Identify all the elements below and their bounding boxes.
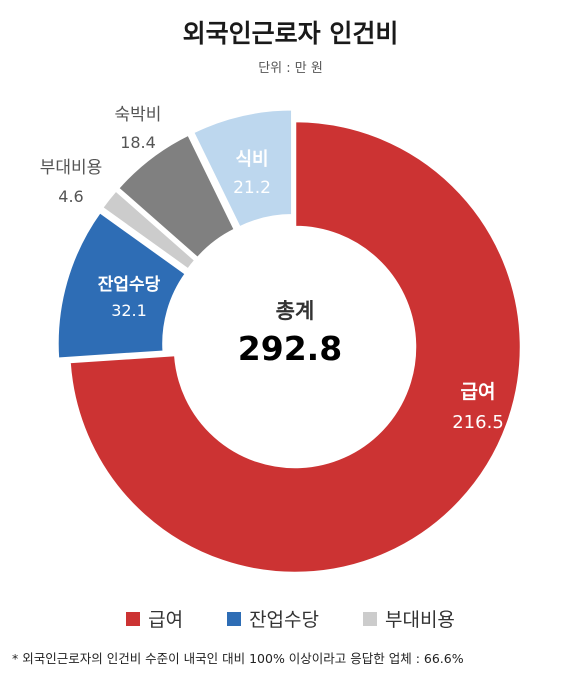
legend-item-3: 부대비용 bbox=[362, 605, 455, 632]
legend-label-3: 부대비용 bbox=[384, 609, 455, 631]
legend-swatch-3 bbox=[362, 611, 377, 626]
chart-legend: 급여 잔업수당 부대비용 bbox=[0, 605, 581, 632]
legend-item-1: 급여 bbox=[126, 605, 183, 632]
slice-label-1: 급여 bbox=[461, 381, 496, 403]
slice-3 bbox=[100, 188, 198, 272]
slice-value-5: 21.2 bbox=[233, 178, 271, 198]
chart-subtitle: 단위 : 만 원 bbox=[258, 61, 323, 76]
legend-swatch-2 bbox=[227, 611, 242, 626]
legend-swatch-1 bbox=[126, 611, 141, 626]
slice-4 bbox=[116, 132, 237, 261]
slice-1 bbox=[68, 119, 523, 575]
donut-chart: 급여 216.5 잔업수당 32.1 부대비용 4.6 숙박비 18.4 식비 21.2 총계 292… bbox=[40, 105, 523, 575]
slice-value-3: 4.6 bbox=[58, 187, 83, 206]
slice-value-2: 32.1 bbox=[111, 301, 147, 320]
slice-value-1: 216.5 bbox=[452, 412, 504, 433]
slice-label-4: 숙박비 bbox=[115, 105, 162, 125]
slice-label-2: 잔업수당 bbox=[98, 275, 161, 295]
slice-label-3: 부대비용 bbox=[40, 158, 103, 178]
center-label: 총계 bbox=[276, 299, 315, 323]
chart-footnote: * 외국인근로자의 인건비 수준이 내국인 대비 100% 이상이라고 응답한 … bbox=[12, 651, 464, 666]
legend-label-2: 잔업수당 bbox=[249, 609, 319, 631]
legend-label-1: 급여 bbox=[148, 609, 184, 631]
chart-title: 외국인근로자 인건비 bbox=[182, 19, 399, 48]
slice-2 bbox=[56, 210, 188, 361]
slice-value-4: 18.4 bbox=[120, 133, 156, 152]
legend-item-2: 잔업수당 bbox=[227, 605, 319, 632]
center-value: 292.8 bbox=[238, 329, 342, 368]
slice-label-5: 식비 bbox=[235, 149, 268, 170]
slice-5 bbox=[191, 108, 294, 230]
